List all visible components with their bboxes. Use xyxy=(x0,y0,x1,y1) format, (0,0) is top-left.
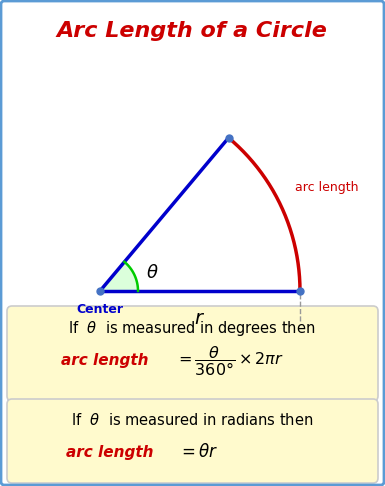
Text: Center: Center xyxy=(77,303,124,316)
FancyBboxPatch shape xyxy=(7,399,378,483)
Text: arc length: arc length xyxy=(61,353,149,368)
Text: arc length: arc length xyxy=(295,181,359,194)
Text: $r$: $r$ xyxy=(194,309,206,328)
Text: $=\dfrac{\theta}{360°}\times 2\pi r$: $=\dfrac{\theta}{360°}\times 2\pi r$ xyxy=(175,344,284,378)
Polygon shape xyxy=(100,262,138,291)
FancyBboxPatch shape xyxy=(7,306,378,401)
Text: If  $\theta$  is measured in degrees then: If $\theta$ is measured in degrees then xyxy=(69,319,316,338)
Text: $\theta$: $\theta$ xyxy=(146,264,158,282)
Text: Arc Length of a Circle: Arc Length of a Circle xyxy=(57,21,327,41)
Text: If  $\theta$  is measured in radians then: If $\theta$ is measured in radians then xyxy=(71,412,313,428)
Text: $= \theta r$: $= \theta r$ xyxy=(178,443,218,461)
Text: arc length: arc length xyxy=(66,445,154,459)
